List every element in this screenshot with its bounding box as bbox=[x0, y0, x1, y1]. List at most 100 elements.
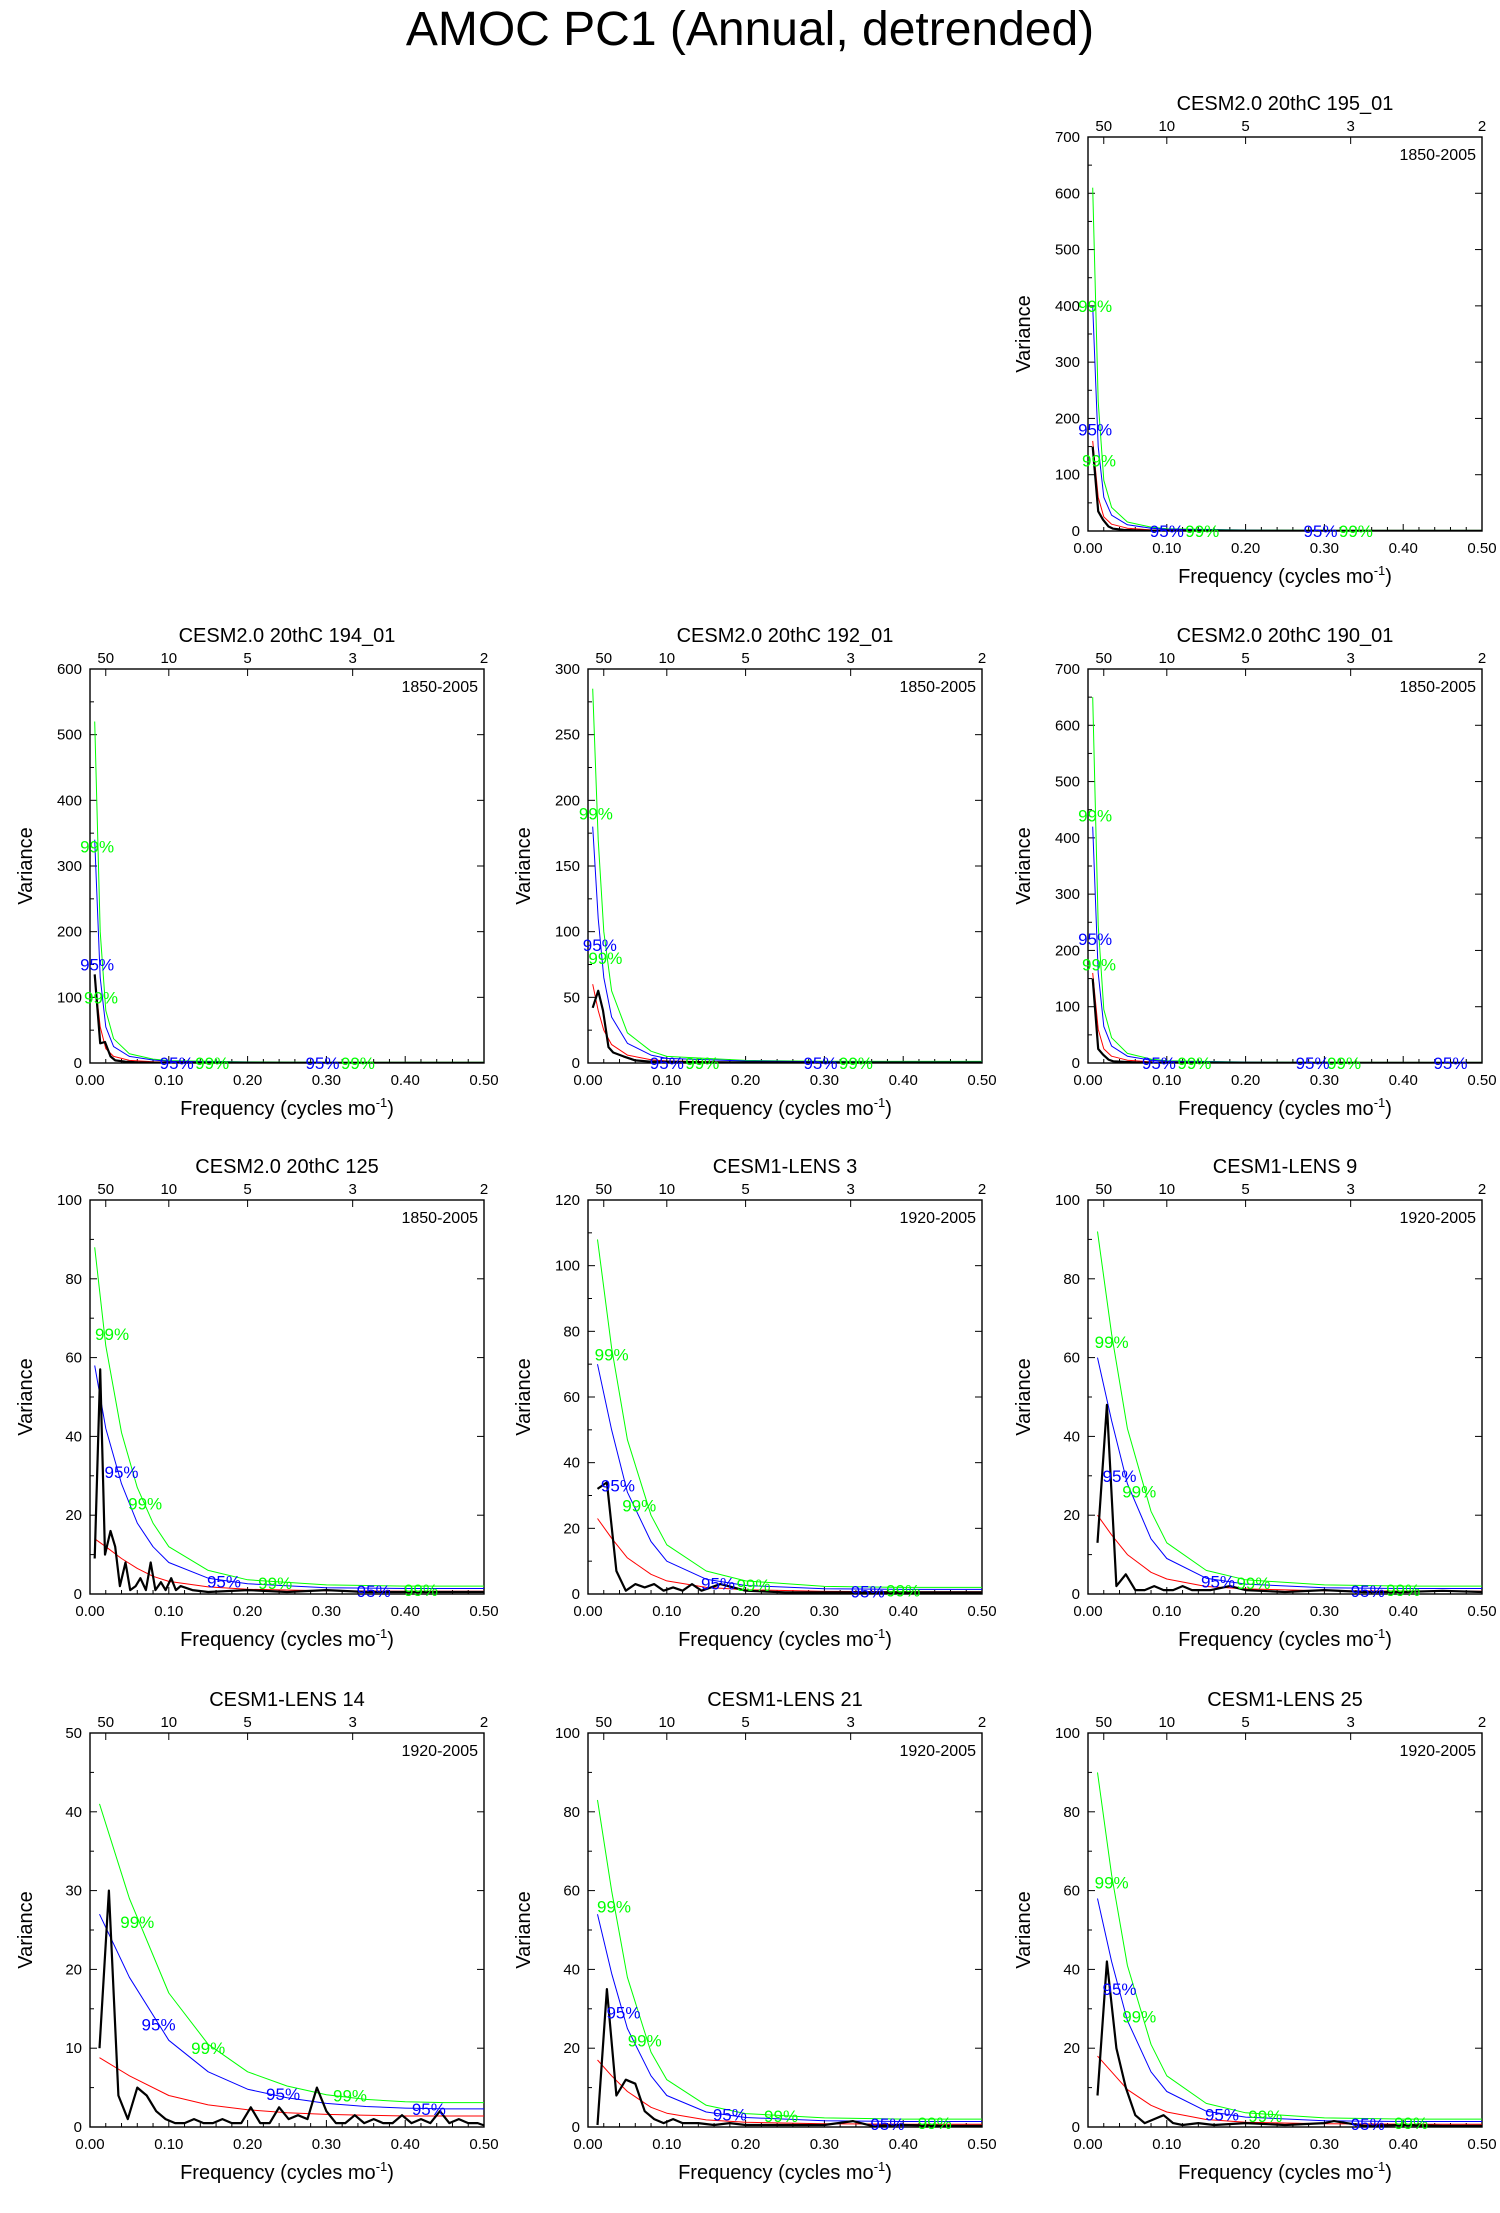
x-axis-label: Frequency (cycles mo-1) bbox=[1178, 1095, 1392, 1120]
x-tick-label: 0.10 bbox=[652, 2136, 681, 2153]
y-tick-label: 100 bbox=[1055, 467, 1080, 484]
y-tick-label: 300 bbox=[1055, 886, 1080, 903]
y-tick-label: 80 bbox=[1063, 1804, 1080, 1821]
y-tick-label: 0 bbox=[74, 2119, 82, 2136]
y-tick-label: 150 bbox=[555, 858, 580, 875]
confidence-label: 95% bbox=[1351, 2115, 1385, 2134]
series-conf99-line bbox=[1092, 187, 1482, 531]
confidence-label: 99% bbox=[95, 1325, 129, 1344]
x-tick-label: 0.10 bbox=[1152, 2136, 1181, 2153]
confidence-label: 95% bbox=[1433, 1054, 1467, 1073]
y-axis-label: Variance bbox=[1013, 1358, 1035, 1435]
x-tick-label: 0.50 bbox=[469, 1603, 498, 1620]
y-tick-label: 100 bbox=[555, 1258, 580, 1275]
x-axis-label: Frequency (cycles mo-1) bbox=[678, 1626, 892, 1651]
series-group bbox=[1096, 1231, 1482, 1594]
x-tick-label: 0.00 bbox=[1073, 540, 1102, 557]
top-tick-label: 5 bbox=[1241, 1714, 1249, 1731]
x-tick-label: 0.40 bbox=[889, 1072, 918, 1089]
top-tick-label: 3 bbox=[1346, 1714, 1354, 1731]
y-tick-label: 40 bbox=[1063, 1961, 1080, 1978]
top-tick-label: 50 bbox=[97, 1181, 114, 1198]
confidence-label: 99% bbox=[1078, 297, 1112, 316]
y-tick-label: 20 bbox=[1063, 2040, 1080, 2057]
series-red-noise-line bbox=[1097, 1514, 1482, 1592]
x-axis-label-end: ) bbox=[885, 1629, 892, 1651]
x-axis-label-main: Frequency (cycles mo bbox=[678, 1629, 874, 1651]
y-axis-label: Variance bbox=[513, 1891, 535, 1968]
x-tick-label: 0.50 bbox=[1467, 1603, 1496, 1620]
y-tick-label: 700 bbox=[1055, 661, 1080, 678]
top-tick-label: 50 bbox=[595, 650, 612, 667]
x-tick-label: 0.40 bbox=[1389, 1603, 1418, 1620]
confidence-label: 99% bbox=[341, 1054, 375, 1073]
panel-title: CESM2.0 20thC 194_01 bbox=[179, 625, 396, 647]
x-tick-label: 0.10 bbox=[652, 1603, 681, 1620]
y-tick-label: 600 bbox=[1055, 717, 1080, 734]
series-conf99-line bbox=[94, 721, 484, 1063]
x-axis-label-sup: -1 bbox=[874, 1626, 886, 1641]
x-axis-label: Frequency (cycles mo-1) bbox=[678, 2159, 892, 2184]
period-label: 1920-2005 bbox=[899, 1743, 976, 1760]
plot-frame bbox=[89, 668, 485, 1064]
confidence-label: 95% bbox=[1103, 1467, 1137, 1486]
series-spectrum-line bbox=[98, 1889, 484, 2127]
top-tick-label: 10 bbox=[658, 650, 675, 667]
panel-title: CESM1-LENS 3 bbox=[713, 1156, 858, 1178]
series-spectrum-line bbox=[1091, 978, 1482, 1063]
y-tick-label: 20 bbox=[65, 1961, 82, 1978]
y-tick-label: 100 bbox=[555, 1725, 580, 1742]
x-tick-label: 0.30 bbox=[312, 2136, 341, 2153]
top-tick-label: 10 bbox=[160, 650, 177, 667]
x-tick-label: 0.50 bbox=[469, 1072, 498, 1089]
y-tick-label: 100 bbox=[57, 1192, 82, 1209]
confidence-label: 95% bbox=[1201, 1572, 1235, 1591]
series-conf99-line bbox=[597, 1239, 982, 1588]
x-axis-label-sup: -1 bbox=[1374, 1626, 1386, 1641]
top-tick-label: 50 bbox=[1095, 1714, 1112, 1731]
x-tick-label: 0.50 bbox=[1467, 2136, 1496, 2153]
x-axis-label-main: Frequency (cycles mo bbox=[1178, 2162, 1374, 2184]
series-group bbox=[98, 1803, 484, 2127]
top-tick-label: 50 bbox=[1095, 1181, 1112, 1198]
confidence-label: 99% bbox=[1082, 452, 1116, 471]
y-tick-label: 80 bbox=[563, 1804, 580, 1821]
x-tick-label: 0.50 bbox=[967, 1603, 996, 1620]
y-axis-label: Variance bbox=[15, 1358, 37, 1435]
x-tick-label: 0.50 bbox=[469, 2136, 498, 2153]
x-axis-label-main: Frequency (cycles mo bbox=[1178, 566, 1374, 588]
series-conf95-line bbox=[1092, 826, 1482, 1063]
series-spectrum-line bbox=[596, 1481, 982, 1594]
series-spectrum-line bbox=[1096, 1960, 1482, 2127]
confidence-label: 99% bbox=[839, 1054, 873, 1073]
top-tick-label: 3 bbox=[846, 1181, 854, 1198]
confidence-label: 99% bbox=[1394, 2114, 1428, 2133]
confidence-label: 99% bbox=[1095, 1333, 1129, 1352]
x-tick-label: 0.10 bbox=[154, 1603, 183, 1620]
y-tick-label: 20 bbox=[563, 1520, 580, 1537]
y-tick-label: 60 bbox=[1063, 1883, 1080, 1900]
y-axis-label: Variance bbox=[513, 1358, 535, 1435]
chart-panel: CESM1-LENS 25 1920-2005 0 20 40 60 80 100 0.00 0.… bbox=[1013, 1689, 1497, 2184]
y-tick-label: 120 bbox=[555, 1192, 580, 1209]
top-tick-label: 2 bbox=[978, 1181, 986, 1198]
series-group bbox=[596, 1239, 982, 1594]
x-tick-label: 0.40 bbox=[889, 2136, 918, 2153]
top-tick-label: 3 bbox=[348, 650, 356, 667]
x-tick-label: 0.00 bbox=[573, 1072, 602, 1089]
y-tick-label: 30 bbox=[65, 1883, 82, 1900]
x-axis-label: Frequency (cycles mo-1) bbox=[180, 1626, 394, 1651]
y-tick-label: 20 bbox=[1063, 1507, 1080, 1524]
x-axis-label-sup: -1 bbox=[874, 1095, 886, 1110]
panel-title: CESM1-LENS 25 bbox=[1207, 1689, 1363, 1711]
chart-panel: CESM1-LENS 9 1920-2005 0 20 40 60 80 100 0.00 0.1… bbox=[1013, 1156, 1497, 1651]
top-tick-label: 2 bbox=[1478, 118, 1486, 135]
x-tick-label: 0.20 bbox=[731, 1072, 760, 1089]
top-tick-label: 5 bbox=[243, 1714, 251, 1731]
confidence-label: 95% bbox=[583, 936, 617, 955]
series-conf95-line bbox=[597, 1914, 982, 2122]
x-tick-label: 0.50 bbox=[967, 2136, 996, 2153]
y-tick-label: 40 bbox=[65, 1804, 82, 1821]
x-tick-label: 0.30 bbox=[312, 1603, 341, 1620]
confidence-label: 99% bbox=[1386, 1581, 1420, 1600]
